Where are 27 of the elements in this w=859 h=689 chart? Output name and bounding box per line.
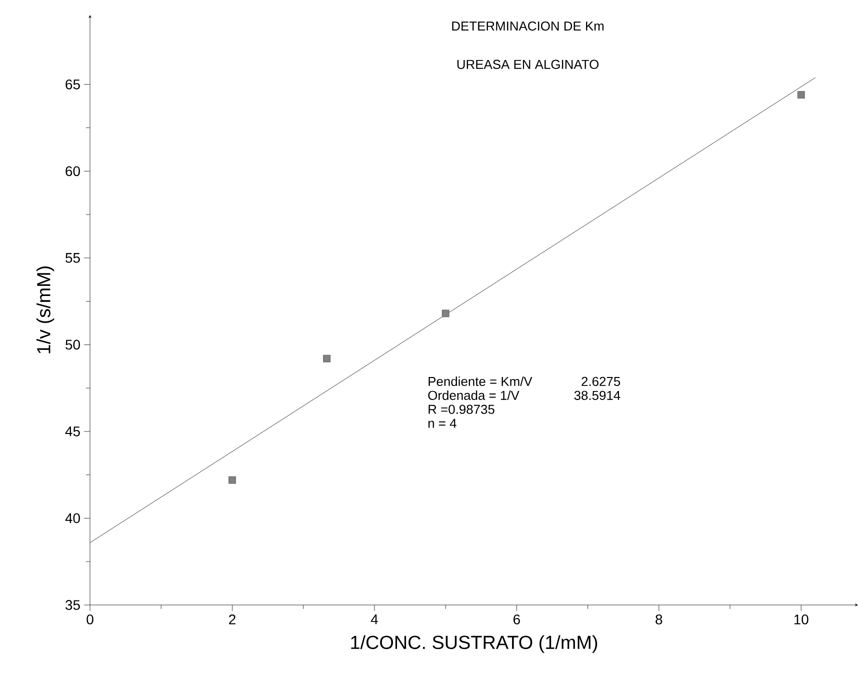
annotation: 2.6275 [582,376,620,386]
x-tick-label: 4 [370,614,378,624]
y-tick-label: 65 [66,79,80,90]
annotation: n = 4 [428,418,456,428]
chart-title: DETERMINACION DE Km [452,21,604,31]
x-tick-label: 8 [656,614,662,624]
y-tick-label: 40 [65,513,80,524]
y-tick-label: 50 [66,340,80,350]
x-axis-title: 1/CONC. SUSTRATO (1/mM) [351,635,598,653]
x-tick-label: 6 [514,614,520,624]
point [797,91,805,98]
y-tick-label: 45 [65,426,80,436]
point [323,354,330,362]
point [442,310,450,318]
y-tick-label: 60 [66,166,80,176]
annotation: R =0.98735 [428,404,494,414]
text: UREASA EN ALGINATO [457,60,599,69]
annotation: Pendiente = Km/V [428,376,532,386]
point [228,476,236,484]
x-tick-label: 10 [794,614,808,624]
x-tick-label: 2 [229,614,236,624]
annotation: 38.5914 [574,390,620,400]
x-tick-label: 0 [86,614,94,624]
y-axis-title: 1/v (s/mM) [36,266,54,354]
annotation: Ordenada = 1/V [428,390,520,400]
y-tick-label: 35 [66,600,80,610]
y-tick-label: 55 [66,253,80,263]
